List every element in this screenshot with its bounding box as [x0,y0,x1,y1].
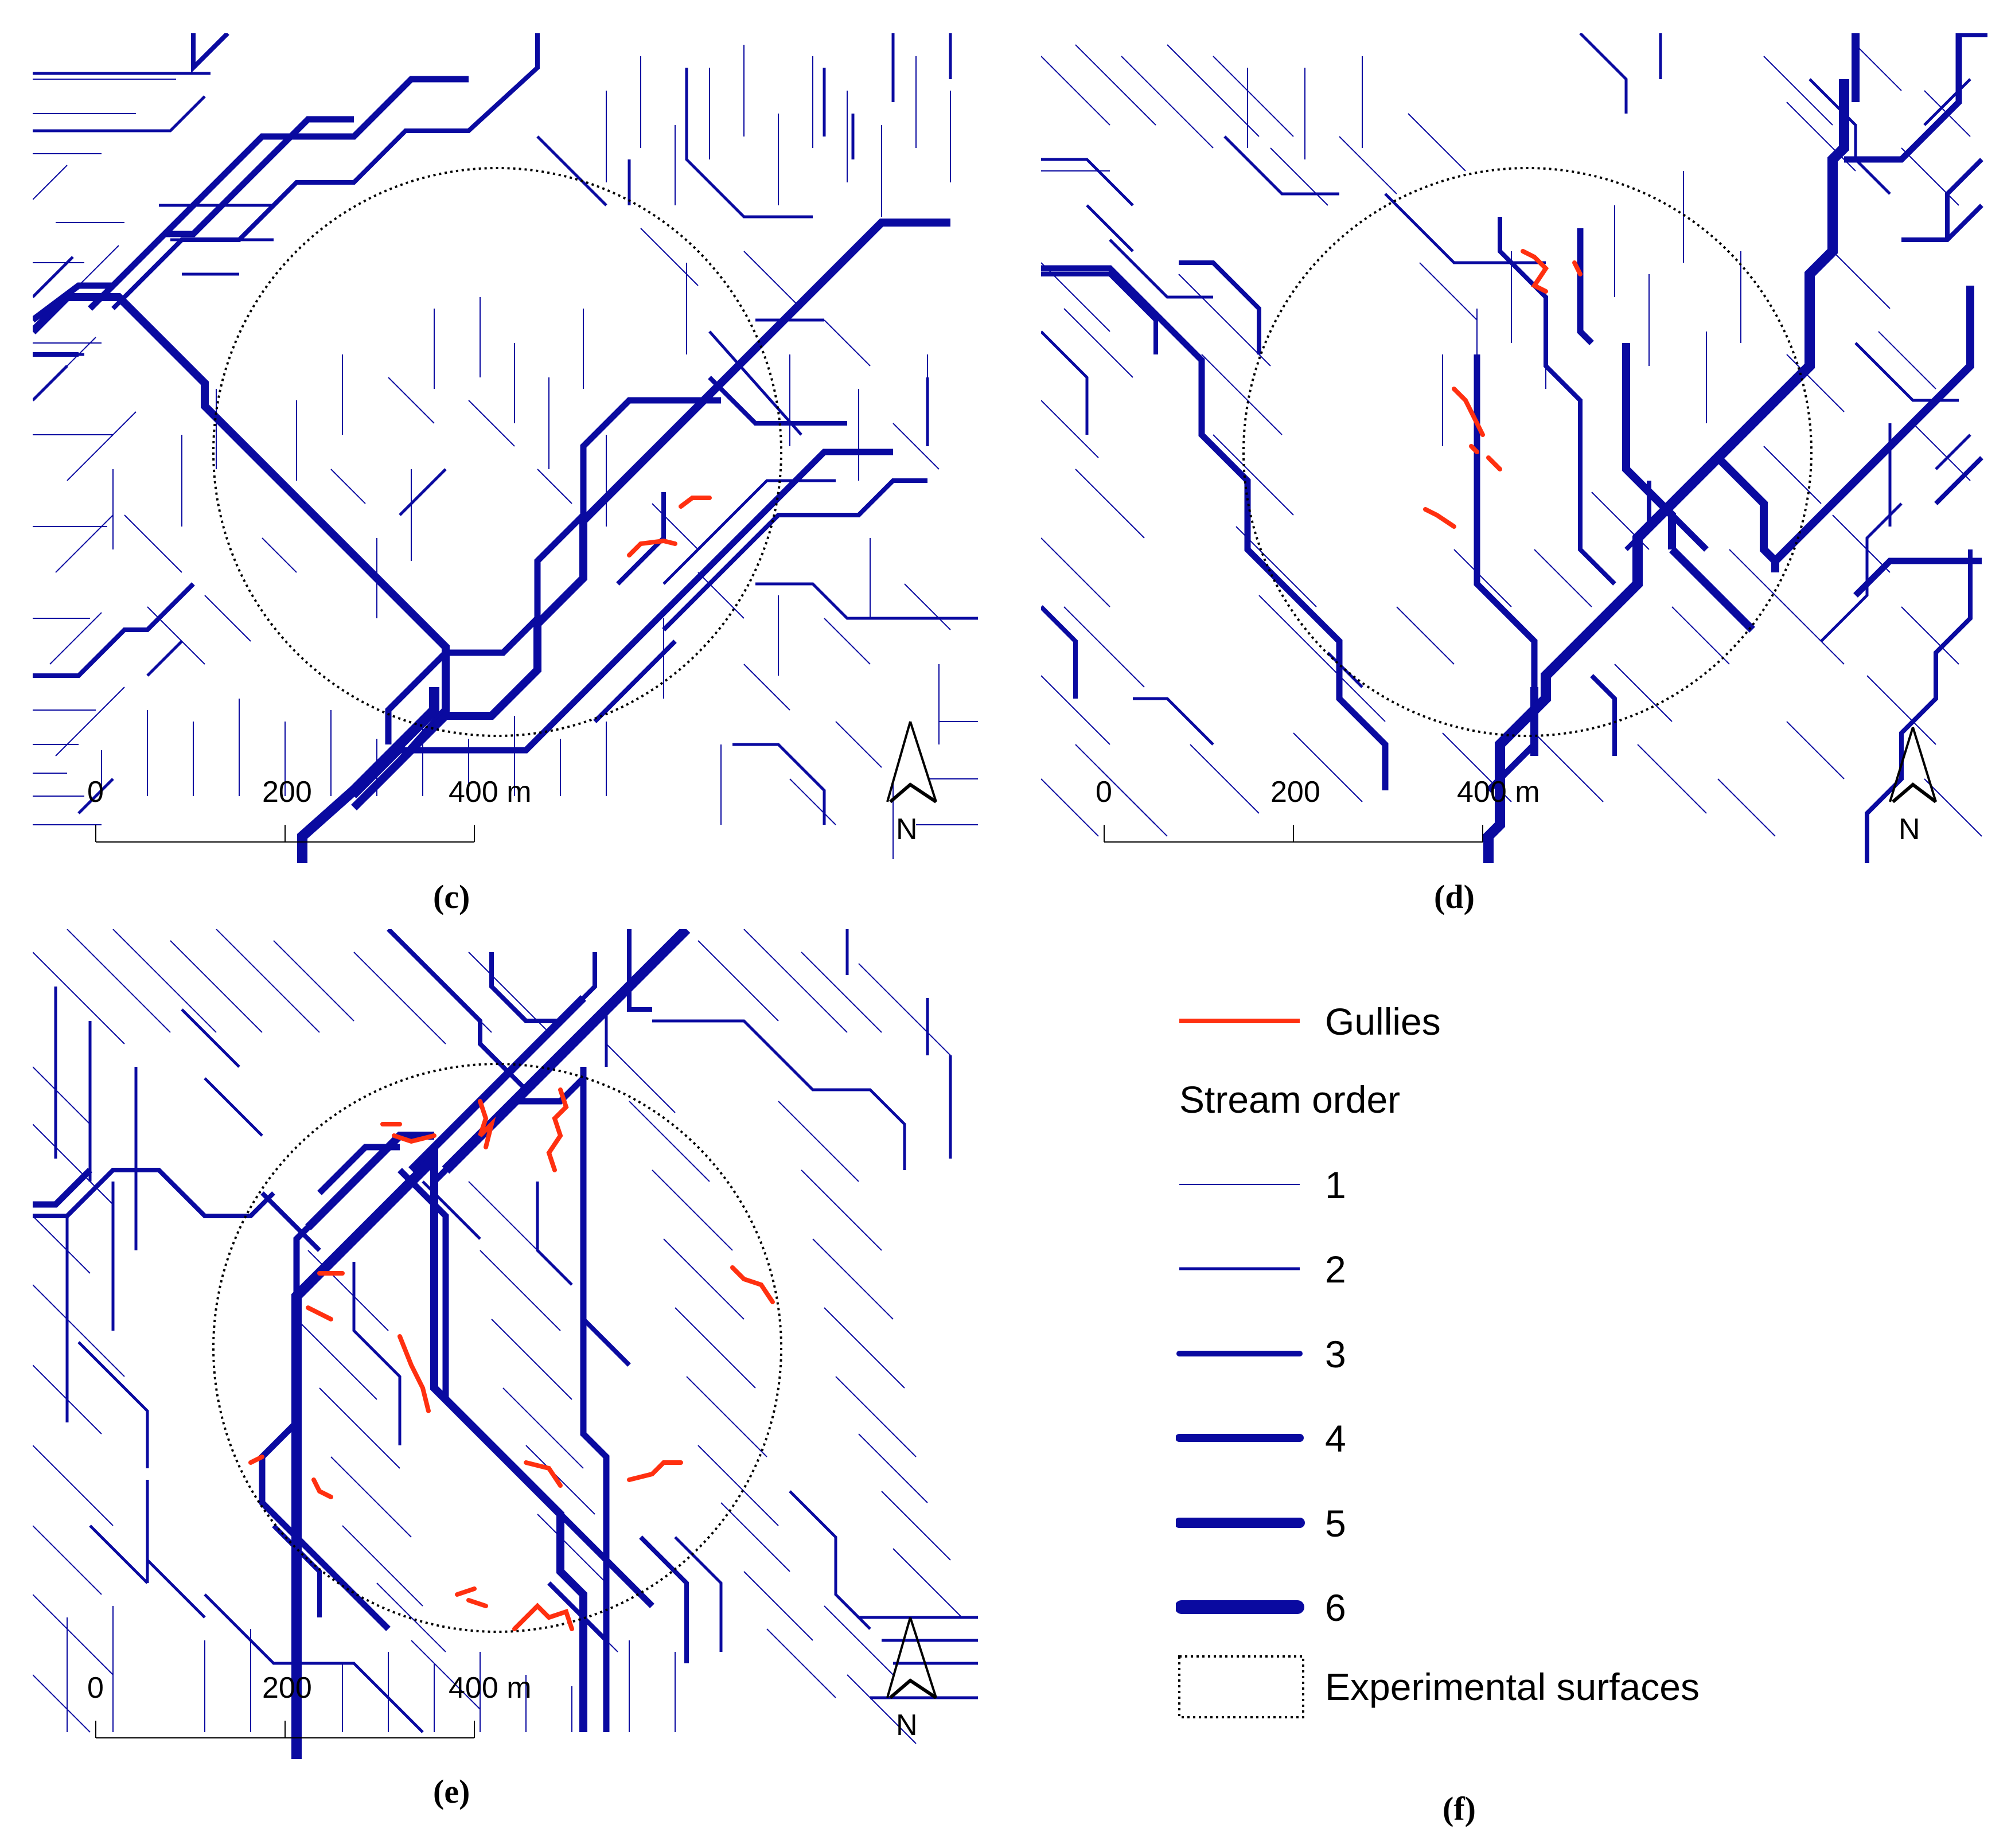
map-panel-e: 0 200 400 m N [33,929,978,1759]
north-arrow-icon [886,1617,937,1699]
panel-caption-e: (e) [433,1773,470,1810]
scale-bar [1104,825,1483,843]
legend-order-5-label: 5 [1325,1502,1346,1545]
experimental-surface-circle [1242,167,1813,737]
legend-order-4-label: 4 [1325,1417,1346,1460]
scale-label-400: 400 m [1457,775,1540,809]
order-5-streams [305,995,587,1732]
stream-network-map-e: 0 200 400 m N [33,929,978,1759]
map-panel-c: 0 200 400 m N [33,33,978,863]
panel-caption-f: (f) [1443,1790,1476,1827]
scale-label-0: 0 [1096,775,1112,809]
panel-caption-c: (c) [433,878,470,915]
legend-graphic: Gullies Stream order 1 2 3 4 5 6 Experim… [1174,1000,1700,1718]
order-3-streams [1041,158,1983,863]
experimental-surface-circle [212,167,782,737]
order-4-streams [33,1067,654,1732]
order-2-streams [1041,33,1971,746]
map-legend: Gullies Stream order 1 2 3 4 5 6 Experim… [1174,987,1979,1732]
gullies-c [627,496,712,557]
map-panel-d: 0 200 400 m N [1041,33,1987,863]
order-3-streams [33,33,927,723]
order-3-streams [33,929,689,1732]
gullies-d [1423,249,1583,529]
legend-order-2-label: 2 [1325,1248,1346,1291]
legend-experimental-swatch [1178,1655,1304,1718]
north-arrow-icon [886,721,937,804]
panel-caption-d: (d) [1434,878,1475,915]
order-5-streams [33,219,950,810]
scale-label-200: 200 [262,775,312,809]
scale-label-0: 0 [87,775,104,809]
legend-experimental-label: Experimental surfaces [1325,1666,1700,1708]
legend-order-1-label: 1 [1325,1164,1346,1206]
order-6-streams [297,687,439,863]
order-2-streams [54,929,978,1733]
order-5-streams [1530,33,1987,756]
stream-network-map-d: 0 200 400 m N [1041,33,1987,863]
north-label: N [1899,813,1920,846]
north-label: N [896,1709,918,1742]
order-1-streams [33,929,962,1744]
scale-label-400: 400 m [449,1671,532,1705]
gullies-e [248,1087,775,1631]
scale-bar [95,825,475,843]
order-2-streams [33,33,978,825]
north-label: N [896,813,918,846]
stream-network-map-c: 0 200 400 m N [33,33,978,863]
scale-bar [95,1721,475,1738]
order-4-streams [33,76,893,798]
order-1-streams [1041,44,1982,837]
scale-label-200: 200 [262,1671,312,1705]
legend-stream-order-title: Stream order [1179,1078,1400,1121]
legend-order-6-label: 6 [1325,1586,1346,1629]
experimental-surface-circle [212,1063,782,1633]
scale-label-0: 0 [87,1671,104,1705]
legend-order-3-label: 3 [1325,1333,1346,1375]
order-6-streams [1483,79,1849,863]
scale-label-400: 400 m [449,775,532,809]
north-arrow-icon [1889,727,1937,804]
legend-gullies-label: Gullies [1325,1000,1441,1043]
scale-label-200: 200 [1270,775,1320,809]
